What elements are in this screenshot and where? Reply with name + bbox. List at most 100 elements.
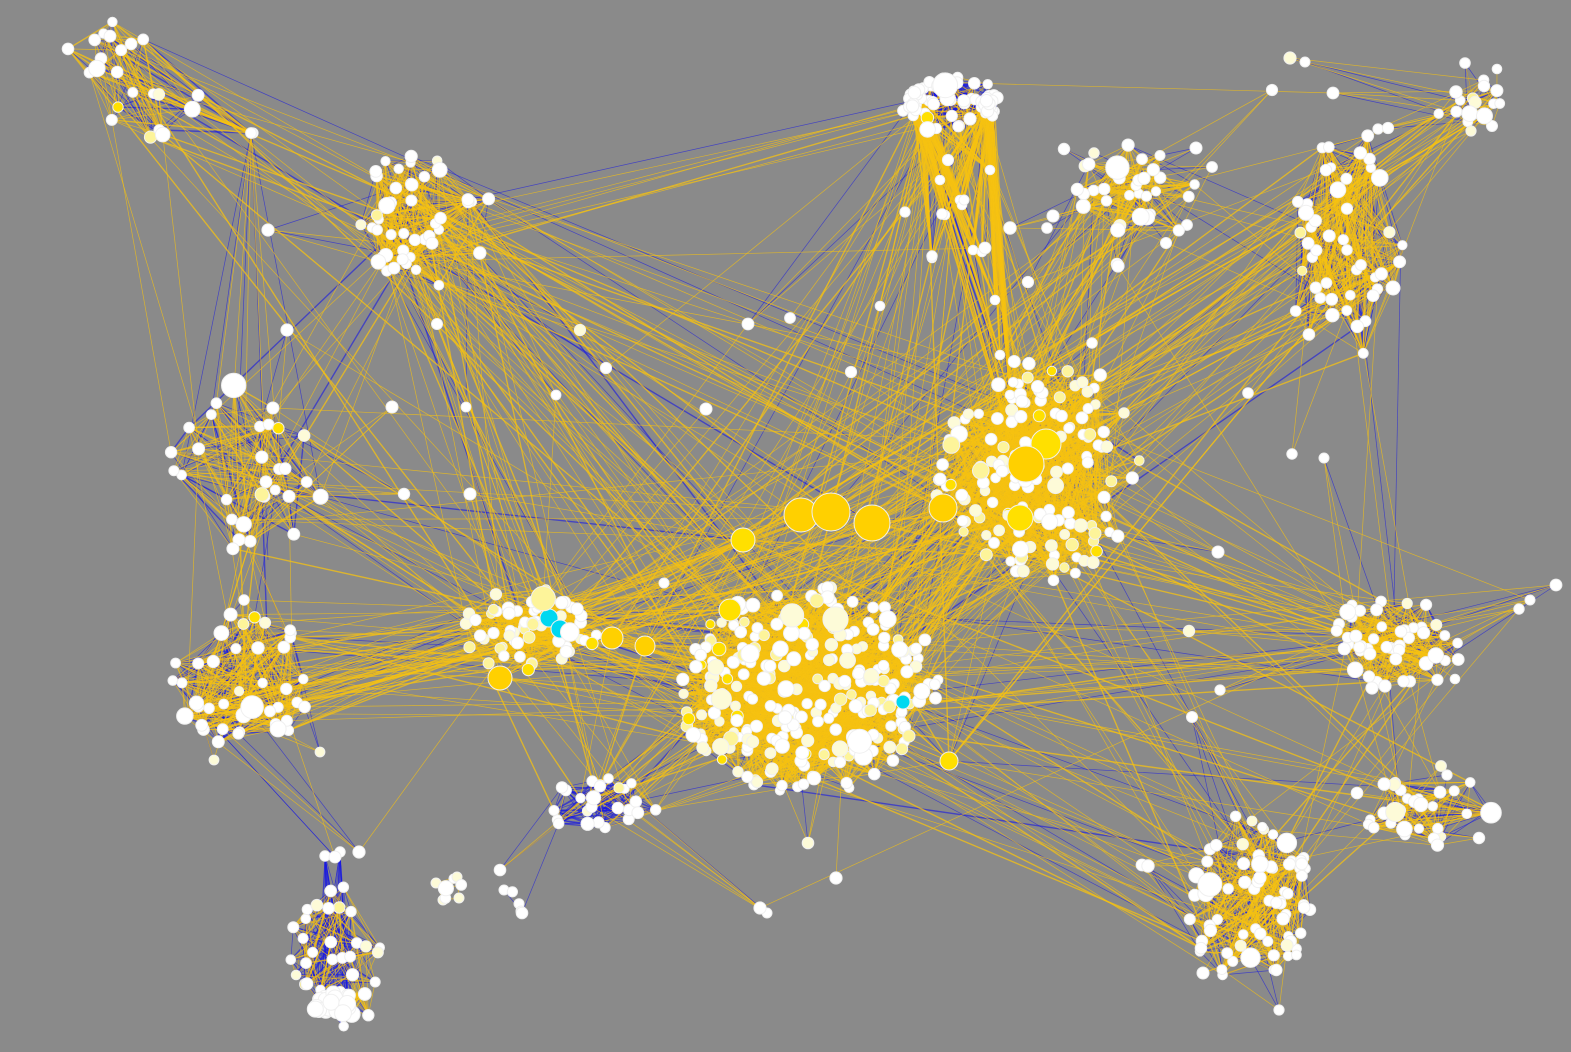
- graph-node[interactable]: [844, 365, 858, 379]
- graph-node[interactable]: [344, 950, 357, 963]
- graph-node[interactable]: [211, 735, 225, 749]
- graph-node[interactable]: [777, 710, 793, 725]
- graph-node[interactable]: [763, 659, 777, 673]
- graph-node[interactable]: [110, 65, 124, 79]
- graph-node[interactable]: [237, 618, 250, 630]
- graph-node[interactable]: [829, 723, 842, 736]
- graph-node[interactable]: [956, 515, 969, 527]
- graph-node[interactable]: [522, 630, 536, 644]
- graph-node[interactable]: [482, 192, 496, 206]
- graph-node[interactable]: [988, 537, 1000, 549]
- graph-node[interactable]: [188, 695, 205, 711]
- graph-node[interactable]: [1182, 624, 1196, 638]
- graph-node[interactable]: [838, 674, 852, 688]
- graph-node[interactable]: [266, 401, 280, 415]
- graph-node[interactable]: [1047, 574, 1060, 587]
- graph-node[interactable]: [629, 795, 642, 808]
- graph-node[interactable]: [1353, 641, 1366, 654]
- graph-node[interactable]: [387, 261, 401, 275]
- graph-node[interactable]: [772, 640, 789, 658]
- graph-node[interactable]: [1301, 236, 1315, 250]
- graph-node[interactable]: [1439, 630, 1451, 641]
- graph-node[interactable]: [1465, 125, 1477, 137]
- graph-node[interactable]: [1431, 673, 1444, 686]
- graph-node[interactable]: [1097, 182, 1111, 196]
- graph-node[interactable]: [902, 729, 916, 743]
- graph-node[interactable]: [991, 377, 1006, 393]
- graph-node[interactable]: [103, 29, 117, 43]
- graph-node[interactable]: [560, 622, 580, 642]
- graph-node[interactable]: [866, 623, 880, 636]
- graph-node[interactable]: [933, 472, 947, 486]
- graph-node[interactable]: [751, 776, 764, 789]
- graph-node[interactable]: [278, 462, 292, 476]
- graph-node[interactable]: [1105, 475, 1118, 488]
- graph-node[interactable]: [955, 488, 969, 502]
- graph-node[interactable]: [745, 597, 761, 613]
- graph-node[interactable]: [734, 625, 748, 639]
- graph-node[interactable]: [208, 754, 220, 766]
- graph-node[interactable]: [345, 968, 360, 982]
- graph-node[interactable]: [833, 756, 847, 769]
- graph-node[interactable]: [1186, 711, 1198, 723]
- graph-node-hub-gold-3[interactable]: [853, 504, 891, 542]
- graph-node[interactable]: [183, 100, 201, 118]
- graph-node[interactable]: [928, 678, 941, 691]
- graph-node[interactable]: [1183, 913, 1196, 926]
- graph-node[interactable]: [385, 400, 399, 414]
- graph-node[interactable]: [823, 654, 836, 667]
- graph-node[interactable]: [1150, 186, 1162, 197]
- graph-node[interactable]: [737, 668, 750, 681]
- graph-node[interactable]: [1061, 365, 1074, 378]
- graph-node[interactable]: [1464, 777, 1476, 788]
- graph-node[interactable]: [1310, 244, 1323, 257]
- graph-node[interactable]: [1291, 949, 1302, 961]
- graph-node[interactable]: [868, 767, 881, 781]
- graph-node[interactable]: [1322, 229, 1336, 243]
- graph-node[interactable]: [61, 42, 75, 56]
- graph-node[interactable]: [721, 673, 734, 685]
- graph-node[interactable]: [963, 112, 977, 126]
- graph-node[interactable]: [1385, 801, 1406, 823]
- graph-node[interactable]: [1141, 859, 1155, 873]
- graph-node[interactable]: [1238, 875, 1252, 889]
- graph-node[interactable]: [312, 488, 329, 505]
- graph-node[interactable]: [257, 677, 268, 689]
- graph-node[interactable]: [1111, 259, 1125, 273]
- graph-node[interactable]: [1361, 129, 1375, 143]
- graph-node[interactable]: [993, 524, 1005, 537]
- graph-node[interactable]: [1007, 377, 1019, 388]
- graph-node[interactable]: [1076, 376, 1089, 389]
- graph-node[interactable]: [272, 422, 285, 435]
- graph-node[interactable]: [1276, 832, 1298, 854]
- graph-node[interactable]: [751, 622, 764, 634]
- graph-node[interactable]: [506, 886, 519, 898]
- graph-node[interactable]: [1302, 328, 1316, 341]
- graph-node[interactable]: [107, 16, 118, 28]
- graph-node[interactable]: [453, 892, 465, 904]
- graph-node[interactable]: [176, 677, 188, 689]
- graph-node[interactable]: [910, 642, 923, 655]
- graph-node[interactable]: [234, 686, 245, 697]
- graph-node[interactable]: [878, 610, 897, 629]
- graph-node[interactable]: [839, 651, 856, 669]
- graph-node[interactable]: [994, 349, 1006, 361]
- graph-node[interactable]: [559, 645, 573, 659]
- graph-node[interactable]: [740, 644, 760, 664]
- graph-node[interactable]: [1005, 403, 1019, 417]
- graph-node[interactable]: [812, 673, 823, 685]
- graph-node[interactable]: [944, 478, 957, 491]
- graph-node[interactable]: [322, 902, 335, 915]
- graph-node[interactable]: [650, 804, 662, 816]
- graph-node[interactable]: [437, 880, 454, 897]
- graph-node[interactable]: [1234, 939, 1247, 952]
- graph-node[interactable]: [1346, 661, 1364, 679]
- graph-node[interactable]: [831, 740, 849, 758]
- graph-node[interactable]: [1367, 821, 1380, 834]
- graph-node[interactable]: [203, 702, 215, 714]
- graph-node[interactable]: [473, 629, 487, 643]
- graph-node[interactable]: [88, 59, 106, 78]
- graph-node[interactable]: [936, 458, 949, 471]
- graph-node[interactable]: [978, 241, 992, 255]
- graph-node[interactable]: [957, 94, 971, 108]
